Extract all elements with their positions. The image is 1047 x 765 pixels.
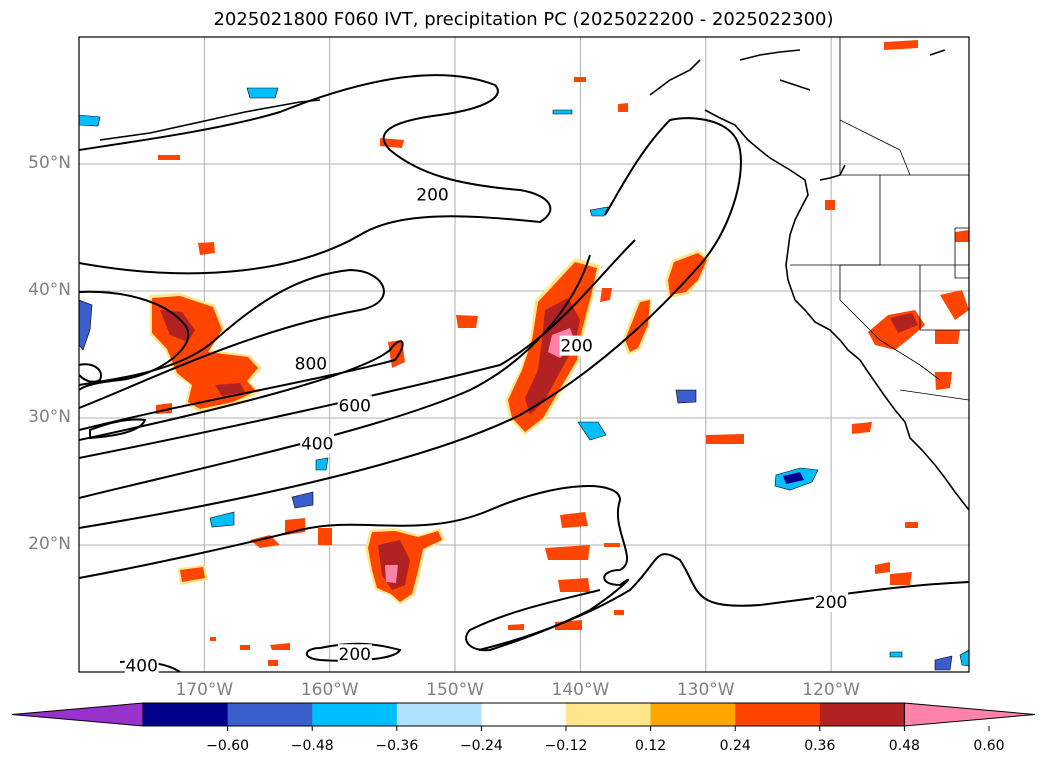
colorbar-tick-label: −0.36 <box>375 738 419 754</box>
colorbar-tick-label: −0.48 <box>290 738 334 754</box>
contour-label: 800 <box>295 354 327 374</box>
colorbar-extend-low <box>11 702 144 727</box>
colorbar-swatch <box>227 703 313 726</box>
lon-tick-label: 150°W <box>426 680 484 700</box>
colorbar-tick-label: 0.60 <box>973 738 1005 754</box>
contour-label-bg <box>337 644 372 665</box>
contour-label: 400 <box>125 657 157 677</box>
contour-label-bg <box>559 335 594 356</box>
contour-label: 200 <box>416 185 448 205</box>
colorbar-outline <box>142 702 905 727</box>
contour-label-bg <box>293 353 328 374</box>
lat-tick-label: 50°N <box>28 153 71 173</box>
colorbar-tick-label: 0.48 <box>888 738 920 754</box>
gridlines <box>79 37 969 672</box>
colorbar-tick-label: −0.60 <box>206 738 250 754</box>
lon-tick-label: 120°W <box>802 680 860 700</box>
ivt-contours <box>79 74 969 672</box>
contour-label-bg <box>814 592 849 613</box>
colorbar-extend-high <box>903 702 1036 727</box>
lon-tick-label: 140°W <box>551 680 610 700</box>
contour-label-bg <box>415 184 450 205</box>
contour-label: 200 <box>560 337 592 357</box>
precip-negative-anomalies <box>79 87 969 671</box>
colorbar-swatch <box>566 703 652 726</box>
colorbar-tick-label: −0.24 <box>459 738 503 754</box>
lat-tick-label: 30°N <box>28 407 71 427</box>
colorbar-swatch <box>312 703 398 726</box>
contour-label-bg <box>124 655 159 676</box>
contour-label-bg <box>337 395 372 416</box>
contour-label: 200 <box>815 593 847 613</box>
colorbar-swatch <box>819 703 905 726</box>
lon-tick-label: 160°W <box>300 680 359 700</box>
colorbar-swatch <box>396 703 482 726</box>
colorbar-swatch <box>143 703 229 726</box>
colorbar-tick-label: 0.12 <box>635 738 667 754</box>
colorbar-swatch <box>735 703 821 726</box>
chart-title: 2025021800 F060 IVT, precipitation PC (2… <box>213 9 834 30</box>
colorbar-tick-label: −0.12 <box>544 738 588 754</box>
coastline <box>99 49 969 511</box>
contour-label: 200 <box>339 645 371 665</box>
lat-tick-label: 40°N <box>28 280 71 300</box>
contour-label: 400 <box>301 434 333 454</box>
colorbar-swatch <box>650 703 736 726</box>
colorbar-tick-label: 0.36 <box>804 738 836 754</box>
lon-tick-label: 130°W <box>676 680 735 700</box>
contour-label-bg <box>300 433 335 454</box>
contour-label: 600 <box>339 396 371 416</box>
colorbar-swatch <box>481 703 567 726</box>
lon-tick-label: 170°W <box>175 680 234 700</box>
state-borders <box>790 37 969 401</box>
lat-tick-label: 20°N <box>28 534 71 554</box>
colorbar-tick-label: 0.24 <box>719 738 751 754</box>
